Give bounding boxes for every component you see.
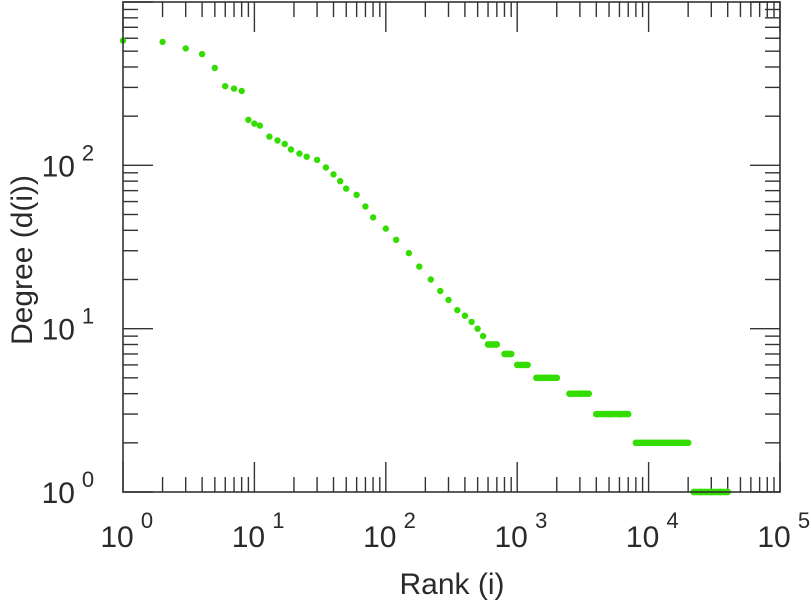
x-tick-label: 10 — [232, 521, 265, 554]
data-point — [211, 64, 218, 72]
x-tick-label: 10 — [100, 521, 133, 554]
y-tick-exponent: 1 — [82, 304, 94, 329]
data-point — [393, 236, 400, 243]
data-point — [313, 156, 321, 164]
data-point — [461, 312, 469, 319]
x-tick-exponent: 3 — [535, 508, 547, 533]
y-tick-label: 10 — [42, 314, 75, 347]
y-tick-exponent: 0 — [82, 467, 94, 492]
y-tick-exponent: 2 — [82, 140, 94, 165]
x-tick-exponent: 5 — [798, 508, 810, 533]
data-point — [362, 203, 369, 210]
data-point — [405, 249, 413, 257]
x-tick-label: 10 — [757, 521, 790, 554]
data-point — [222, 83, 229, 90]
x-tick-exponent: 0 — [141, 508, 153, 533]
data-point — [353, 191, 360, 198]
data-point — [330, 171, 337, 178]
data-point — [182, 45, 189, 52]
x-axis-title: Rank (i) — [399, 568, 504, 600]
data-point — [343, 185, 350, 192]
data-point — [468, 318, 475, 326]
data-point — [337, 178, 344, 185]
data-point — [256, 122, 263, 129]
data-point — [238, 87, 245, 95]
x-tick-label: 10 — [363, 521, 396, 554]
data-point — [479, 332, 487, 340]
data-point — [281, 140, 288, 148]
data-point — [427, 276, 434, 283]
tick-labels: 10 0 10 1 10 2 10 3 10 4 10 5 10 0 10 1 10 2 — [42, 140, 811, 554]
data-point — [416, 263, 423, 270]
x-tick-exponent: 2 — [404, 508, 416, 533]
y-axis-title: Degree (d(i)) — [6, 175, 39, 345]
data-point — [159, 38, 166, 46]
y-tick-label: 10 — [42, 477, 75, 510]
plot-frame — [122, 1, 781, 493]
data-point — [251, 120, 258, 127]
x-tick-label: 10 — [626, 521, 659, 554]
data-point — [274, 137, 281, 144]
data-point — [445, 296, 452, 304]
x-tick-exponent: 1 — [272, 508, 284, 533]
data-point — [369, 214, 377, 221]
data-point — [198, 50, 206, 58]
data-point — [287, 146, 295, 153]
data-point — [303, 153, 310, 160]
data-point — [322, 164, 330, 171]
data-point — [474, 325, 481, 332]
data-point — [296, 150, 303, 157]
y-tick-label: 10 — [42, 150, 75, 183]
data-point — [230, 85, 238, 92]
data-point — [245, 116, 252, 124]
data-point — [454, 306, 461, 314]
x-tick-exponent: 4 — [666, 508, 678, 533]
data-point — [266, 133, 273, 140]
x-tick-label: 10 — [495, 521, 528, 554]
data-point — [382, 225, 389, 232]
data-point — [437, 287, 444, 295]
